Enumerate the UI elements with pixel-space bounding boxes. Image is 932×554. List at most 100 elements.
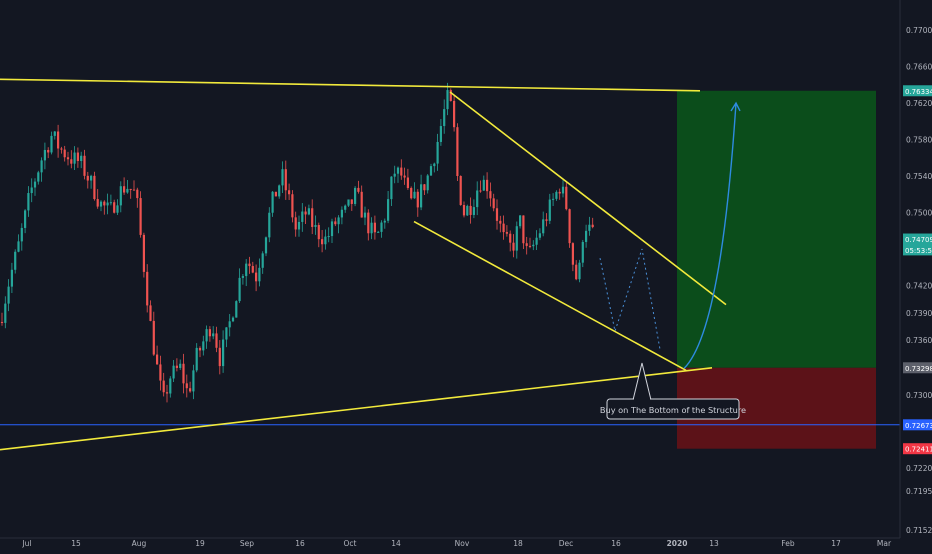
- candle: [281, 161, 284, 194]
- price-label-text: 0.72673: [905, 422, 932, 430]
- price-label-box: [903, 233, 932, 245]
- candle-body: [4, 303, 7, 323]
- candle: [370, 217, 373, 240]
- candle: [129, 188, 132, 199]
- candle: [456, 123, 459, 181]
- candle-body: [555, 191, 558, 199]
- candle: [93, 171, 96, 201]
- candle: [288, 183, 291, 200]
- annotation-box: [606, 398, 740, 420]
- candle-body: [505, 232, 508, 234]
- candle-body: [535, 237, 538, 245]
- price-label-box: [903, 362, 932, 374]
- candle-body: [588, 224, 591, 231]
- candle: [486, 172, 489, 199]
- annotation-text: Buy on The Bottom of the Structure: [600, 405, 746, 415]
- candle: [334, 217, 337, 227]
- x-tick-label: 2020: [667, 539, 688, 548]
- candle-body: [70, 159, 73, 164]
- candle-body: [156, 354, 159, 365]
- candle-body: [129, 188, 132, 190]
- candle-body: [396, 167, 400, 174]
- x-tick-label: Sep: [240, 539, 254, 548]
- candle-body: [492, 198, 495, 209]
- candle-body: [307, 208, 310, 215]
- candle-body: [561, 186, 565, 194]
- candle-body: [400, 167, 403, 176]
- candle: [123, 177, 126, 195]
- candle: [179, 359, 182, 370]
- candle: [169, 376, 172, 398]
- candle-body: [235, 301, 238, 318]
- candle: [43, 142, 46, 170]
- candle: [66, 151, 70, 166]
- candle: [195, 343, 198, 373]
- candle-body: [472, 207, 475, 215]
- projection-zigzag: [599, 248, 661, 350]
- candle: [568, 208, 571, 248]
- candle-body: [53, 131, 56, 136]
- trendline-wedge-upper: [449, 91, 727, 306]
- candle: [453, 94, 456, 132]
- candle-body: [314, 225, 317, 227]
- trendline-wedge-lower: [413, 220, 687, 372]
- candle-body: [373, 222, 376, 233]
- candle: [367, 209, 370, 241]
- price-label-box: [903, 443, 932, 455]
- x-tick-label: Mar: [877, 539, 892, 548]
- candle-body: [7, 286, 10, 304]
- candle: [532, 240, 535, 251]
- candle-body: [439, 126, 442, 142]
- candle-body: [182, 363, 185, 384]
- candle: [238, 268, 241, 304]
- candle: [433, 162, 436, 173]
- candle: [165, 384, 169, 403]
- candle: [294, 211, 297, 237]
- candle-body: [30, 187, 33, 194]
- candle-body: [575, 264, 578, 280]
- candle-body: [354, 187, 357, 204]
- candle: [231, 316, 235, 323]
- candle-body: [294, 217, 297, 230]
- candle-body: [433, 163, 436, 167]
- candle-body: [393, 173, 396, 177]
- candle-body: [377, 231, 380, 233]
- candle-body: [251, 266, 254, 273]
- candle: [228, 314, 231, 337]
- candle: [482, 175, 485, 191]
- candle: [33, 178, 37, 196]
- candle: [416, 189, 419, 217]
- candle: [324, 229, 327, 250]
- candle: [429, 163, 433, 177]
- candle: [393, 165, 396, 184]
- candle-body: [33, 181, 37, 188]
- candle: [215, 326, 218, 353]
- trendline-lower-support: [0, 366, 713, 451]
- candle-body: [426, 175, 429, 191]
- candle-body: [27, 193, 30, 211]
- candle-body: [499, 220, 502, 224]
- x-tick-label: 13: [709, 539, 719, 548]
- candle: [162, 372, 165, 397]
- candle: [30, 178, 33, 203]
- price-label-text: 0.74709: [905, 236, 932, 244]
- candle-body: [212, 333, 215, 337]
- candle: [47, 147, 50, 159]
- candle: [337, 215, 340, 234]
- candle: [377, 230, 380, 233]
- candle: [585, 224, 588, 248]
- candle: [373, 215, 376, 240]
- candle: [555, 190, 558, 201]
- candle: [10, 262, 13, 294]
- candle: [469, 197, 472, 224]
- candle-body: [578, 262, 581, 280]
- candle-body: [132, 189, 136, 191]
- candle-body: [106, 202, 109, 206]
- candle-body: [380, 222, 383, 232]
- candle: [198, 346, 202, 358]
